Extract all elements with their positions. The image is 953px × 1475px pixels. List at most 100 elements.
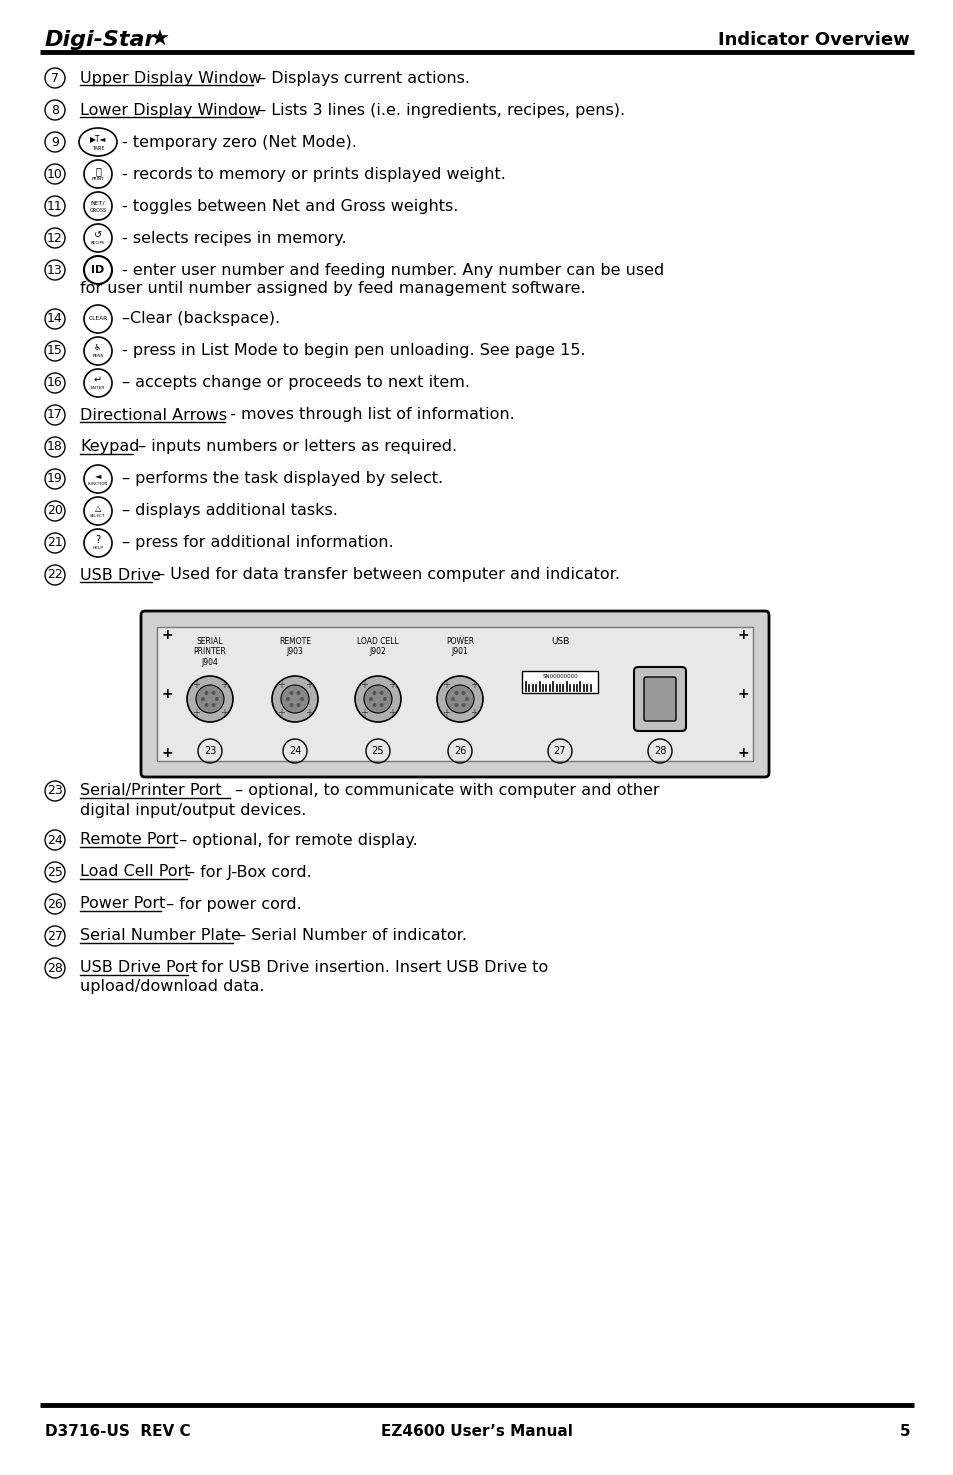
Text: SELECT: SELECT xyxy=(91,513,106,518)
Text: ♿: ♿ xyxy=(94,344,102,353)
Text: +: + xyxy=(737,628,748,642)
Bar xyxy=(157,627,752,761)
Text: SERIAL
PRINTER
J904: SERIAL PRINTER J904 xyxy=(193,637,226,667)
Text: +: + xyxy=(470,680,477,690)
Text: upload/download data.: upload/download data. xyxy=(80,979,264,994)
Text: +: + xyxy=(192,708,199,718)
Circle shape xyxy=(212,690,215,695)
Text: USB: USB xyxy=(550,637,569,646)
Circle shape xyxy=(446,684,474,712)
Text: +: + xyxy=(305,680,313,690)
Text: Load Cell Port: Load Cell Port xyxy=(80,864,191,879)
Circle shape xyxy=(451,698,455,701)
Text: - records to memory or prints displayed weight.: - records to memory or prints displayed … xyxy=(122,167,505,181)
Text: LOAD CELL
J902: LOAD CELL J902 xyxy=(356,637,398,656)
FancyBboxPatch shape xyxy=(141,611,768,777)
Text: 22: 22 xyxy=(47,568,63,581)
Circle shape xyxy=(364,684,392,712)
Text: 17: 17 xyxy=(47,409,63,422)
Text: RECIPE: RECIPE xyxy=(91,240,105,245)
Text: - enter user number and feeding number. Any number can be used: - enter user number and feeding number. … xyxy=(122,263,663,277)
Text: Serial Number Plate: Serial Number Plate xyxy=(80,928,240,944)
Text: - moves through list of information.: - moves through list of information. xyxy=(225,407,515,422)
Text: ?: ? xyxy=(95,535,100,544)
Text: 21: 21 xyxy=(47,537,63,550)
Text: +: + xyxy=(737,746,748,760)
Circle shape xyxy=(461,704,465,707)
Circle shape xyxy=(454,690,458,695)
Circle shape xyxy=(289,704,294,707)
Text: Indicator Overview: Indicator Overview xyxy=(718,31,909,49)
Text: +: + xyxy=(441,680,449,690)
Text: 28: 28 xyxy=(653,746,665,757)
Text: 18: 18 xyxy=(47,441,63,453)
Text: ↺: ↺ xyxy=(93,230,102,240)
Text: +: + xyxy=(161,628,172,642)
Circle shape xyxy=(296,690,300,695)
Circle shape xyxy=(436,676,482,721)
Text: 7: 7 xyxy=(51,71,59,84)
Text: REMOTE
J903: REMOTE J903 xyxy=(278,637,311,656)
Circle shape xyxy=(372,690,376,695)
Text: FUNCTION: FUNCTION xyxy=(88,482,108,485)
Text: – Serial Number of indicator.: – Serial Number of indicator. xyxy=(233,928,467,944)
Text: Power Port: Power Port xyxy=(80,897,165,912)
Text: ID: ID xyxy=(91,266,105,274)
Text: 24: 24 xyxy=(289,746,301,757)
Text: ⎙: ⎙ xyxy=(95,167,101,176)
Text: +: + xyxy=(470,708,477,718)
Text: 23: 23 xyxy=(47,785,63,798)
Text: △: △ xyxy=(94,503,101,512)
Text: – for USB Drive insertion. Insert USB Drive to: – for USB Drive insertion. Insert USB Dr… xyxy=(188,960,548,975)
Text: +: + xyxy=(276,680,284,690)
Text: - toggles between Net and Gross weights.: - toggles between Net and Gross weights. xyxy=(122,199,457,214)
Circle shape xyxy=(195,684,224,712)
Text: for user until number assigned by feed management software.: for user until number assigned by feed m… xyxy=(80,282,585,296)
FancyBboxPatch shape xyxy=(643,677,676,721)
Text: Upper Display Window: Upper Display Window xyxy=(80,71,261,86)
Text: +: + xyxy=(359,708,367,718)
Text: 26: 26 xyxy=(454,746,466,757)
Text: – inputs numbers or letters as required.: – inputs numbers or letters as required. xyxy=(132,440,456,454)
Circle shape xyxy=(464,698,469,701)
Circle shape xyxy=(204,704,209,707)
Text: 16: 16 xyxy=(47,376,63,389)
Text: - press in List Mode to begin pen unloading. See page 15.: - press in List Mode to begin pen unload… xyxy=(122,344,585,358)
Text: Lower Display Window: Lower Display Window xyxy=(80,102,261,118)
Text: Keypad: Keypad xyxy=(80,440,139,454)
Text: POWER
J901: POWER J901 xyxy=(445,637,474,656)
Text: +: + xyxy=(359,680,367,690)
Text: 20: 20 xyxy=(47,504,63,518)
Circle shape xyxy=(296,704,300,707)
Text: +: + xyxy=(220,708,228,718)
Text: – Lists 3 lines (i.e. ingredients, recipes, pens).: – Lists 3 lines (i.e. ingredients, recip… xyxy=(253,102,624,118)
Text: Remote Port: Remote Port xyxy=(80,832,178,848)
Circle shape xyxy=(299,698,304,701)
Text: +: + xyxy=(305,708,313,718)
Circle shape xyxy=(286,698,290,701)
Text: +: + xyxy=(161,746,172,760)
Circle shape xyxy=(214,698,219,701)
Circle shape xyxy=(272,676,317,721)
FancyBboxPatch shape xyxy=(634,667,685,732)
Text: D3716-US  REV C: D3716-US REV C xyxy=(45,1425,191,1440)
Bar xyxy=(521,671,598,693)
Circle shape xyxy=(379,690,383,695)
Text: PENS: PENS xyxy=(92,354,104,358)
Circle shape xyxy=(281,684,309,712)
Text: – for power cord.: – for power cord. xyxy=(161,897,301,912)
Text: USB Drive Port: USB Drive Port xyxy=(80,960,197,975)
Circle shape xyxy=(289,690,294,695)
Circle shape xyxy=(187,676,233,721)
Circle shape xyxy=(204,690,209,695)
Text: 5: 5 xyxy=(899,1425,909,1440)
Text: NET/: NET/ xyxy=(91,201,105,205)
Circle shape xyxy=(372,704,376,707)
Text: –Clear (backspace).: –Clear (backspace). xyxy=(122,311,280,326)
Circle shape xyxy=(454,704,458,707)
Text: 14: 14 xyxy=(47,313,63,326)
Text: +: + xyxy=(388,680,395,690)
Text: - temporary zero (Net Mode).: - temporary zero (Net Mode). xyxy=(122,134,356,149)
Circle shape xyxy=(379,704,383,707)
Text: EZ4600 User’s Manual: EZ4600 User’s Manual xyxy=(380,1425,573,1440)
